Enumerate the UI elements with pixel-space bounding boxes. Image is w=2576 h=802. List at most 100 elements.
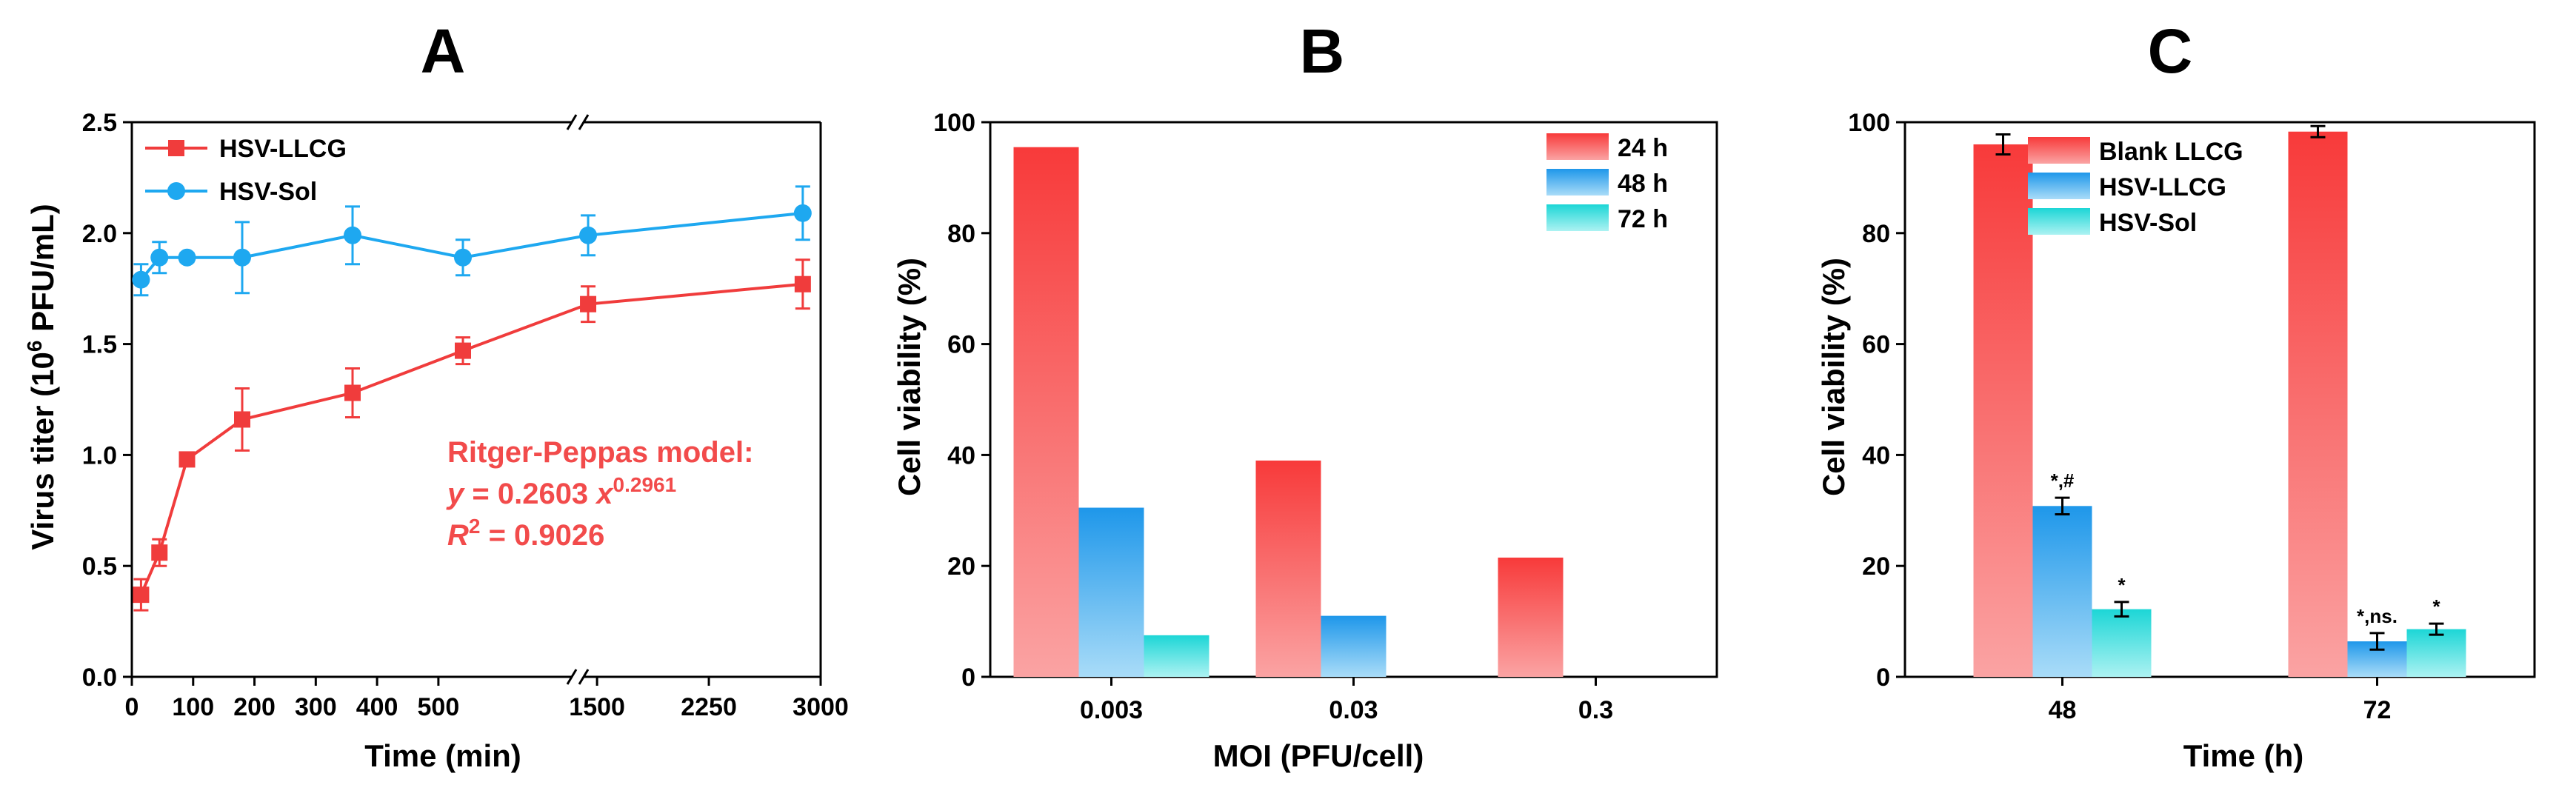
panel-c-letter: C (2148, 16, 2193, 86)
panel-b-legend: 24 h 48 h 72 h (1546, 133, 1668, 233)
y-tick-label: 100 (933, 109, 975, 137)
bar-24-h-0.003 (1013, 147, 1079, 677)
bar-hsv-sol-72 (2406, 629, 2466, 677)
legend-swatch (2028, 208, 2090, 235)
significance-label: *,# (2051, 469, 2075, 492)
panel-a-xlabel: Time (min) (364, 738, 521, 773)
data-point (579, 226, 598, 244)
panel-c-legend: Blank LLCG HSV-LLCG HSV-Sol (2028, 137, 2243, 237)
panel-a-annotation: Ritger-Peppas model: y = 0.2603 x0.2961 … (446, 436, 753, 552)
bar-hsv-llcg-48 (2032, 506, 2092, 677)
x-tick-label: 0.3 (1578, 696, 1613, 724)
x-tick-label: 3000 (793, 693, 849, 721)
data-point (133, 587, 150, 604)
data-point (234, 411, 250, 428)
x-tick-label: 500 (418, 693, 460, 721)
legend-label: HSV-LLCG (2099, 173, 2226, 201)
annotation-equation: y = 0.2603 x0.2961 (446, 473, 676, 510)
y-tick-label: 100 (1848, 109, 1890, 137)
bar-24-h-0.3 (1498, 557, 1564, 677)
x-tick-label: 0 (125, 693, 139, 721)
data-point (793, 204, 812, 222)
panel-a-series (132, 185, 812, 612)
data-point (794, 275, 811, 293)
y-tick-label: 0 (1876, 664, 1890, 692)
legend-label: HSV-LLCG (219, 135, 347, 163)
data-point (132, 270, 150, 289)
panel-c-frame: 0 20 40 60 80 100 48 72 (1848, 109, 2536, 724)
panel-a-ylabel-sup: 6 (23, 341, 46, 352)
panel-b: B MOI (PFU/cell) Cell viability (%) 0 20 4… (892, 16, 1718, 773)
y-tick-label: 60 (1862, 331, 1890, 359)
y-tick-label: 20 (1862, 552, 1890, 581)
y-tick-label: 20 (947, 552, 975, 581)
y-tick-label: 80 (1862, 220, 1890, 248)
annotation-r2: R2 = 0.9026 (447, 515, 604, 552)
data-point (178, 248, 196, 267)
legend-label: Blank LLCG (2099, 138, 2243, 166)
axis-break-mark (578, 114, 590, 130)
x-tick-label: 0.003 (1080, 696, 1143, 724)
legend-swatch (2028, 137, 2090, 164)
x-tick-label: 48 (2049, 696, 2077, 724)
panel-c-xlabel: Time (h) (2183, 738, 2304, 773)
bar-blank-llcg-48 (1973, 144, 2033, 677)
data-point (580, 295, 597, 313)
plot-frame (1903, 121, 2536, 678)
legend-swatch (1546, 204, 1609, 231)
data-point (455, 342, 471, 359)
panel-c: C Time (h) Cell viability (%) 0 20 40 60 80 1… (1816, 16, 2536, 773)
bar-blank-llcg-72 (2288, 131, 2348, 677)
bar-hsv-sol-48 (2092, 609, 2152, 677)
y-tick-label: 80 (947, 220, 975, 248)
data-point (344, 384, 361, 401)
x-tick-label: 0.03 (1329, 696, 1378, 724)
bar-72-h-0.003 (1144, 635, 1209, 677)
panel-a-legend: HSV-LLCG HSV-Sol (145, 135, 347, 206)
panel-a-yaxis: 0.0 0.5 1.0 1.5 2.0 2.5 (82, 109, 132, 692)
panel-a-letter: A (421, 16, 466, 86)
legend-swatch (2028, 173, 2090, 199)
y-tick-label: 2.0 (82, 220, 117, 248)
legend-label: 72 h (1618, 205, 1668, 233)
data-point (233, 248, 251, 267)
x-tick-label: 1500 (569, 693, 625, 721)
x-tick-label: 400 (356, 693, 398, 721)
bar-24-h-0.03 (1255, 460, 1321, 677)
panel-b-letter: B (1300, 16, 1345, 86)
legend-label: 48 h (1618, 170, 1668, 198)
x-tick-label: 300 (295, 693, 337, 721)
panel-b-xlabel: MOI (PFU/cell) (1213, 738, 1424, 773)
annotation-title: Ritger-Peppas model: (447, 436, 753, 469)
panel-b-bars (1013, 147, 1564, 677)
y-tick-label: 0.0 (82, 664, 117, 692)
significance-label: * (2118, 574, 2126, 596)
significance-label: *,ns. (2357, 605, 2398, 627)
x-tick-label: 72 (2363, 696, 2392, 724)
significance-label: * (2432, 595, 2440, 618)
panel-a-ylabel: Virus titer (106 PFU/mL) (23, 204, 60, 550)
y-tick-label: 40 (1862, 441, 1890, 469)
data-point (344, 226, 361, 244)
x-tick-label: 2250 (681, 693, 737, 721)
panel-c-ylabel: Cell viability (%) (1816, 258, 1851, 496)
data-point (178, 451, 196, 468)
legend-swatch (1546, 169, 1609, 196)
legend-marker (168, 140, 184, 156)
legend-label: HSV-Sol (2099, 209, 2197, 237)
data-point (150, 248, 169, 267)
x-tick-label: 100 (172, 693, 214, 721)
x-tick-label: 200 (233, 693, 276, 721)
y-tick-label: 40 (947, 441, 975, 469)
y-tick-label: 0.5 (82, 552, 117, 581)
legend-label: HSV-Sol (219, 178, 317, 206)
axis-break-mark (566, 669, 578, 685)
y-tick-label: 0 (961, 664, 975, 692)
y-tick-label: 1.5 (82, 331, 117, 359)
panel-c-bars: *,# * *,ns. * (1973, 124, 2466, 677)
axis-break-mark (566, 114, 578, 130)
panel-b-ylabel: Cell viability (%) (892, 258, 927, 496)
panel-a-frame (130, 114, 822, 685)
panel-a-xaxis: 0 100 200 300 400 500 1500 2250 3000 (125, 677, 849, 721)
